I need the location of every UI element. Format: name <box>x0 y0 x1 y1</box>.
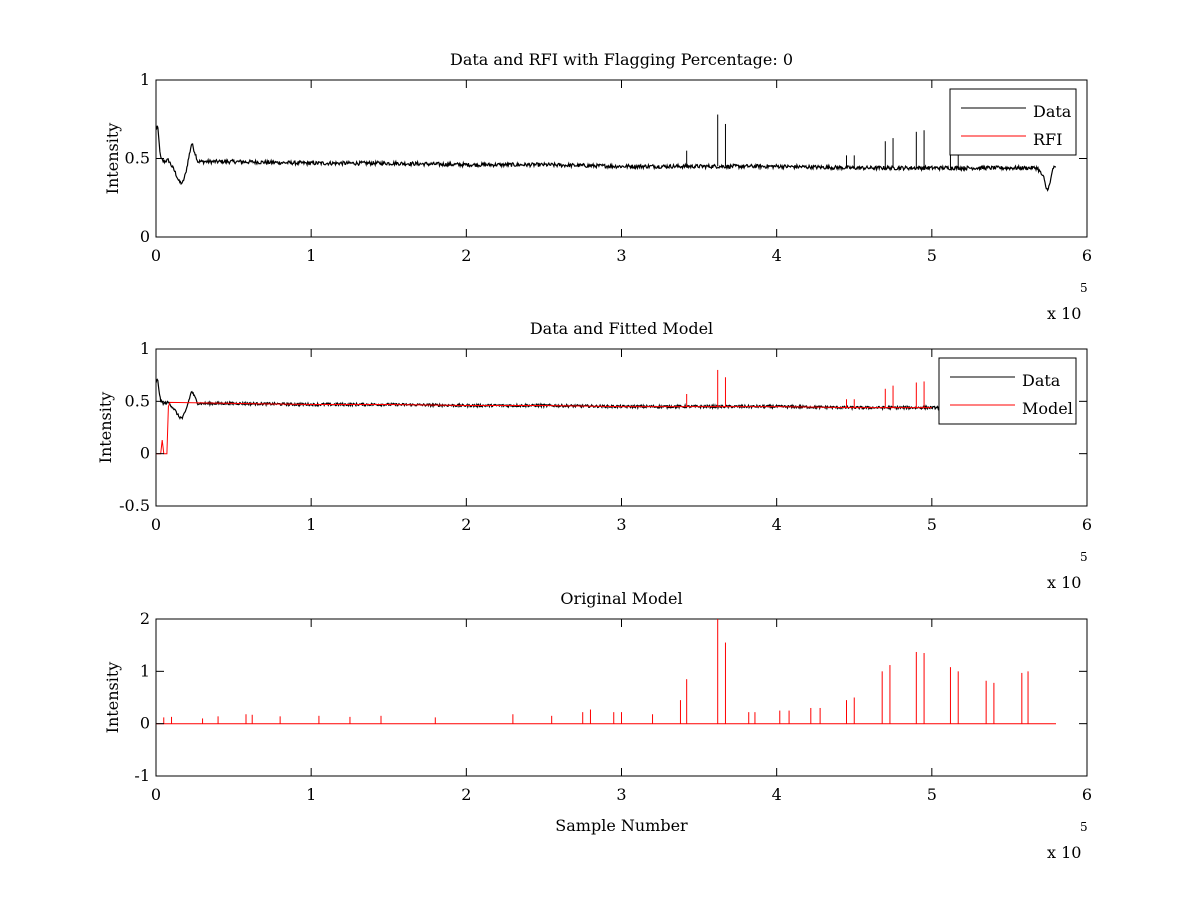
x-exponent-label: 5 <box>1080 550 1088 564</box>
y-axis-label: Intensity <box>103 123 122 195</box>
y-tick-label: 0.5 <box>125 149 150 168</box>
x-tick-label: 3 <box>616 246 626 265</box>
y-tick-label: 1 <box>140 70 150 89</box>
x-exponent-label: 5 <box>1080 820 1088 834</box>
y-tick-label: 1 <box>140 661 150 680</box>
x-tick-label: 4 <box>772 785 782 804</box>
x-tick-label: 0 <box>151 785 161 804</box>
legend-box <box>949 88 1077 156</box>
x-exponent-label: 5 <box>1080 281 1088 295</box>
x-tick-label: 5 <box>927 246 937 265</box>
chart-title: Original Model <box>560 589 682 608</box>
y-tick-label: 0 <box>140 227 150 246</box>
series-line-data <box>156 125 1057 192</box>
series-group <box>156 114 1057 192</box>
x-tick-label: 6 <box>1082 785 1092 804</box>
x-tick-label: 3 <box>616 515 626 534</box>
y-tick-label: 1 <box>140 339 150 358</box>
x-tick-label: 4 <box>772 246 782 265</box>
chart-title: Data and Fitted Model <box>530 319 713 338</box>
y-tick-label: -0.5 <box>119 496 150 515</box>
x-multiplier-label: x 10 <box>1047 843 1081 862</box>
plot-area <box>155 79 1088 238</box>
y-tick-label: -1 <box>134 766 150 785</box>
y-tick-label: 0.5 <box>125 391 150 410</box>
chart-title: Data and RFI with Flagging Percentage: 0 <box>450 50 793 69</box>
plot-area <box>155 348 1088 507</box>
series-line-model <box>156 401 932 455</box>
y-tick-label: 2 <box>140 609 150 628</box>
panel-1: 0 1 2 3 4 5 6 0 0.5 1 Data and RFI with Flagging P… <box>103 50 1092 323</box>
x-tick-label: 1 <box>306 246 316 265</box>
legend-entry-label: RFI <box>1033 130 1062 149</box>
x-axis-label: Sample Number <box>555 816 688 835</box>
y-tick-label: 0 <box>140 714 150 733</box>
legend-box <box>938 357 1077 425</box>
y-axis-label: Intensity <box>96 392 115 464</box>
x-tick-label: 0 <box>151 246 161 265</box>
x-tick-label: 2 <box>461 785 471 804</box>
x-tick-label: 1 <box>306 515 316 534</box>
x-tick-label: 5 <box>927 785 937 804</box>
series-group <box>156 619 1056 725</box>
x-tick-label: 4 <box>772 515 782 534</box>
y-tick-label: 0 <box>140 444 150 463</box>
series-group <box>156 369 995 455</box>
x-tick-label: 6 <box>1082 246 1092 265</box>
x-multiplier-label: x 10 <box>1047 573 1081 592</box>
legend-entry-label: Model <box>1022 399 1073 418</box>
legend-entry-label: Data <box>1022 371 1061 390</box>
x-tick-label: 0 <box>151 515 161 534</box>
x-tick-label: 3 <box>616 785 626 804</box>
x-tick-label: 6 <box>1082 515 1092 534</box>
x-multiplier-label: x 10 <box>1047 304 1081 323</box>
x-tick-label: 5 <box>927 515 937 534</box>
y-axis-label: Intensity <box>103 662 122 734</box>
x-tick-label: 2 <box>461 515 471 534</box>
x-tick-label: 1 <box>306 785 316 804</box>
plot-area <box>155 618 1088 777</box>
x-tick-label: 2 <box>461 246 471 265</box>
legend-entry-label: Data <box>1033 102 1072 121</box>
